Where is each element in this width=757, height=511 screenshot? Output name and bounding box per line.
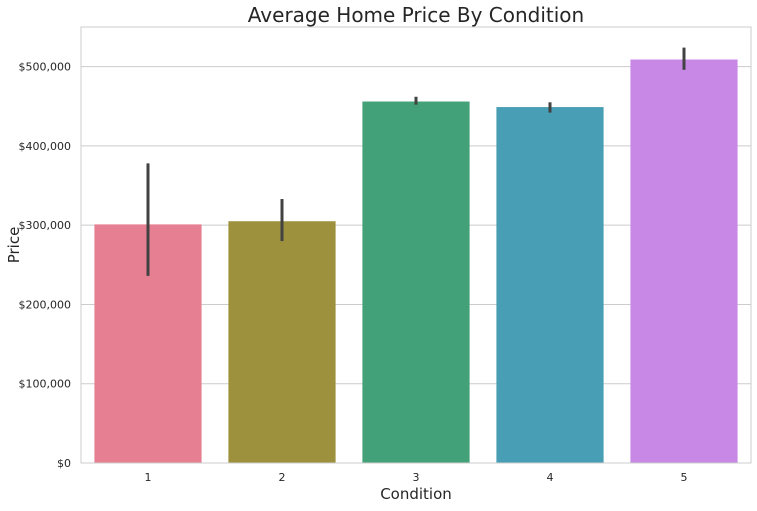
y-tick-label: $300,000 xyxy=(19,219,72,232)
y-tick-labels: $0 $100,000 $200,000 $300,000 $400,000 $500,0… xyxy=(19,61,72,470)
plot-frame xyxy=(80,26,752,464)
x-tick-labels: 1 2 3 4 5 xyxy=(145,471,688,484)
y-tick-label: $100,000 xyxy=(19,378,72,391)
y-tick-label: $200,000 xyxy=(19,298,72,311)
x-tick-label: 1 xyxy=(145,471,152,484)
y-tick-label: $0 xyxy=(57,457,71,470)
x-axis-label: Condition xyxy=(380,485,452,503)
y-axis-label: Price xyxy=(5,227,23,264)
bar-2 xyxy=(228,221,336,463)
x-tick-label: 4 xyxy=(547,471,554,484)
x-tick-label: 5 xyxy=(681,471,688,484)
chart-title: Average Home Price By Condition xyxy=(248,3,584,27)
bar-4 xyxy=(496,107,604,463)
bar-5 xyxy=(630,59,738,463)
y-tick-label: $400,000 xyxy=(19,140,72,153)
x-tick-label: 2 xyxy=(279,471,286,484)
y-tick-label: $500,000 xyxy=(19,61,72,74)
bar-3 xyxy=(362,101,470,464)
error-bars xyxy=(146,47,686,276)
x-tick-label: 3 xyxy=(413,471,420,484)
